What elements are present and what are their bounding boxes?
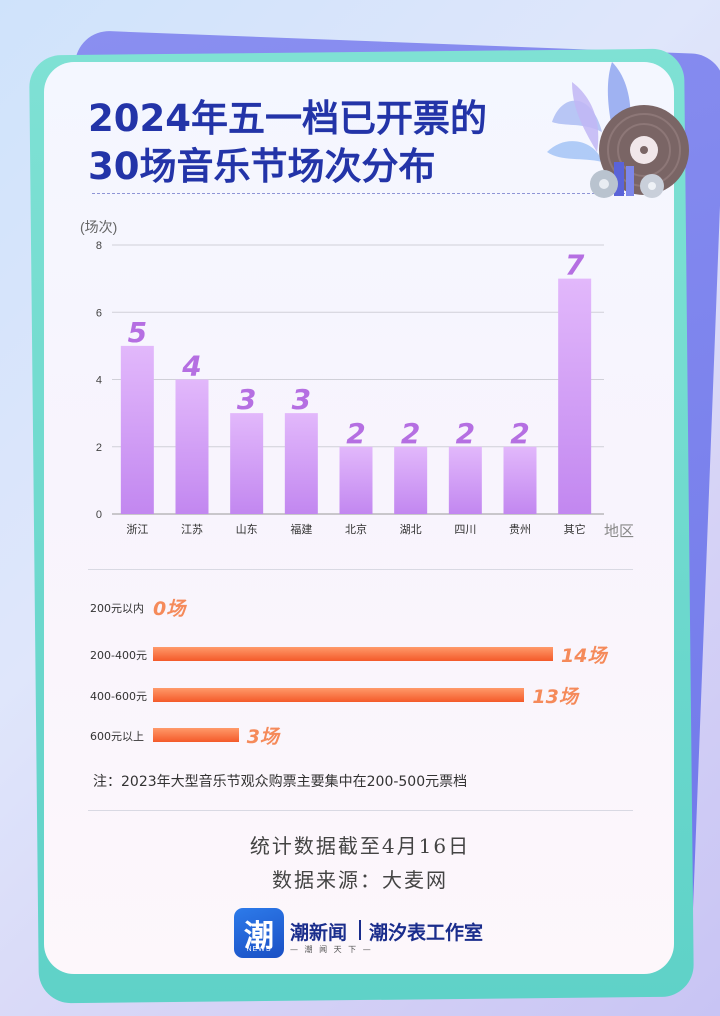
x-tick-label: 湖北 — [400, 523, 422, 536]
bar-value-label: 2 — [510, 417, 529, 450]
x-tick-label: 山东 — [236, 523, 258, 536]
y-axis-title: (场次) — [80, 219, 117, 235]
y-tick-label: 4 — [96, 375, 102, 387]
section-divider — [88, 569, 633, 570]
footnote: 注：2023年大型音乐节观众购票主要集中在200-500元票档 — [93, 774, 468, 790]
price-bar — [153, 647, 553, 661]
bar — [175, 379, 209, 514]
bar-value-label: 4 — [181, 350, 201, 383]
bar-value-label: 2 — [401, 417, 420, 450]
price-value-label: 13场 — [532, 686, 578, 708]
bar — [394, 446, 428, 514]
data-source-text: 数据来源：大麦网 — [272, 868, 448, 892]
main-card — [44, 62, 674, 974]
bar-value-label: 3 — [292, 383, 311, 416]
price-value-label: 3场 — [246, 726, 279, 748]
logo-char: 潮 — [244, 919, 274, 954]
bar — [120, 345, 154, 514]
region-bar-chart: (场次) 0 2 4 6 8 5 浙江 4 江苏 3 山东 3 福建 2 北京 2 湖北 2 四川 2 贵州 7 其它 地… — [80, 219, 634, 540]
y-tick-label: 8 — [96, 240, 102, 252]
bar-value-label: 2 — [346, 417, 365, 450]
bar — [284, 413, 318, 514]
brand-divider — [359, 920, 361, 940]
price-tier-label: 200-400元 — [90, 649, 147, 662]
bar-value-label: 3 — [237, 383, 256, 416]
x-tick-label: 福建 — [290, 522, 312, 536]
price-value-label: 0场 — [153, 598, 186, 620]
x-tick-label: 其它 — [564, 522, 586, 536]
price-bar — [153, 688, 525, 702]
y-tick-label: 0 — [96, 509, 102, 521]
price-tier-label: 200元以内 — [90, 602, 144, 615]
bar — [503, 446, 537, 514]
bars-layer: 5 浙江 4 江苏 3 山东 3 福建 2 北京 2 湖北 2 四川 2 贵州 7 其它 — [120, 249, 592, 536]
studio-name: 潮汐表工作室 — [369, 922, 484, 944]
price-tier-label: 600元以上 — [90, 730, 144, 743]
title-line-1: 2024年五一档已开票的 — [88, 97, 487, 140]
footer-divider — [88, 810, 633, 811]
bar-value-label: 7 — [565, 249, 585, 282]
bar — [558, 278, 592, 514]
y-tick-label: 2 — [96, 442, 102, 454]
x-axis-title: 地区 — [604, 522, 634, 540]
x-tick-label: 浙江 — [126, 523, 148, 536]
bar — [230, 413, 264, 514]
x-tick-label: 北京 — [345, 522, 367, 536]
price-tier-label: 400-600元 — [90, 690, 147, 703]
title-divider — [92, 193, 640, 194]
brand-name: 潮新闻 — [290, 922, 348, 944]
data-cutoff-text: 统计数据截至4月16日 — [249, 834, 471, 858]
x-tick-label: 江苏 — [181, 523, 203, 536]
x-tick-label: 贵州 — [509, 523, 531, 536]
title-line-2: 30场音乐节场次分布 — [88, 145, 436, 188]
price-value-label: 14场 — [561, 645, 607, 667]
brand-tagline: — 潮 闻 天 下 — — [290, 945, 373, 954]
bar-value-label: 2 — [456, 417, 475, 450]
price-bar — [153, 728, 239, 742]
bar — [448, 446, 482, 514]
news-logo-icon: 潮 NEWS — [234, 908, 284, 958]
logo-sub: NEWS — [246, 946, 272, 953]
y-tick-label: 6 — [96, 307, 102, 319]
vinyl-record-icon — [547, 62, 689, 198]
bar-value-label: 5 — [128, 316, 147, 349]
bar — [339, 446, 373, 514]
x-tick-label: 四川 — [454, 523, 476, 536]
